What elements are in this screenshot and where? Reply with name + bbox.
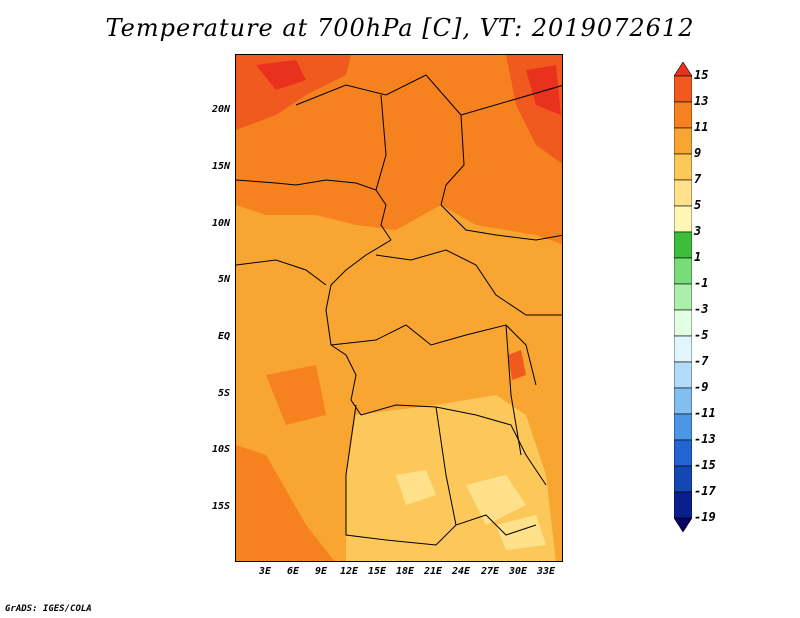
lon-tick: 6E (286, 566, 300, 577)
colorbar-box (674, 153, 692, 181)
colorbar-box (674, 257, 692, 285)
colorbar-box (674, 127, 692, 155)
colorbar-box (674, 413, 692, 441)
colorbar-label: -7 (694, 354, 709, 368)
lon-tick: 24E (451, 566, 471, 577)
lat-tick: 10S (211, 444, 230, 455)
lat-tick: EQ (217, 331, 230, 342)
colorbar-box (674, 335, 692, 363)
colorbar-box (674, 205, 692, 233)
lat-tick: 10N (211, 218, 230, 229)
colorbar-label: 15 (694, 68, 709, 82)
colorbar-box (674, 75, 692, 103)
colorbar-label: -13 (694, 432, 716, 446)
colorbar-label: 1 (694, 250, 702, 264)
colorbar-label: 3 (694, 224, 702, 238)
colorbar (674, 62, 692, 533)
colorbar-label: 7 (694, 172, 702, 186)
map-plot-area (235, 54, 563, 562)
colorbar-box (674, 283, 692, 311)
colorbar-box (674, 465, 692, 493)
colorbar-box (674, 387, 692, 415)
lon-tick: 30E (508, 566, 528, 577)
colorbar-box (674, 231, 692, 259)
temperature-field (236, 55, 562, 561)
lon-tick: 12E (339, 566, 359, 577)
colorbar-box (674, 491, 692, 519)
colorbar-box (674, 179, 692, 207)
colorbar-box (674, 101, 692, 129)
colorbar-label: 5 (694, 198, 702, 212)
lon-tick: 18E (395, 566, 415, 577)
map-title: Temperature at 700hPa [C], VT: 201907261… (105, 14, 695, 42)
colorbar-label: -5 (694, 328, 709, 342)
colorbar-label: -9 (694, 380, 709, 394)
colorbar-label: -15 (694, 458, 716, 472)
lon-tick: 9E (314, 566, 328, 577)
lat-tick: 15N (211, 161, 230, 172)
colorbar-label: -3 (694, 302, 709, 316)
lon-tick: 27E (480, 566, 500, 577)
colorbar-box (674, 361, 692, 389)
colorbar-label: 13 (694, 94, 709, 108)
colorbar-label: 9 (694, 146, 702, 160)
colorbar-label: -11 (694, 406, 716, 420)
lon-tick: 3E (258, 566, 272, 577)
colorbar-box (674, 439, 692, 467)
colorbar-top-arrow (674, 62, 692, 77)
colorbar-label: -1 (694, 276, 709, 290)
lon-tick: 15E (367, 566, 387, 577)
lat-tick: 15S (211, 501, 230, 512)
colorbar-label: -19 (694, 510, 716, 524)
grads-credit: GrADS: IGES/COLA (5, 604, 92, 614)
lat-tick: 5S (217, 388, 230, 399)
colorbar-bottom-arrow (674, 517, 692, 533)
colorbar-label: -17 (694, 484, 716, 498)
colorbar-label: 11 (694, 120, 709, 134)
lat-tick: 20N (211, 104, 230, 115)
lon-tick: 33E (536, 566, 556, 577)
lon-tick: 21E (423, 566, 443, 577)
colorbar-box (674, 309, 692, 337)
lat-tick: 5N (217, 274, 230, 285)
